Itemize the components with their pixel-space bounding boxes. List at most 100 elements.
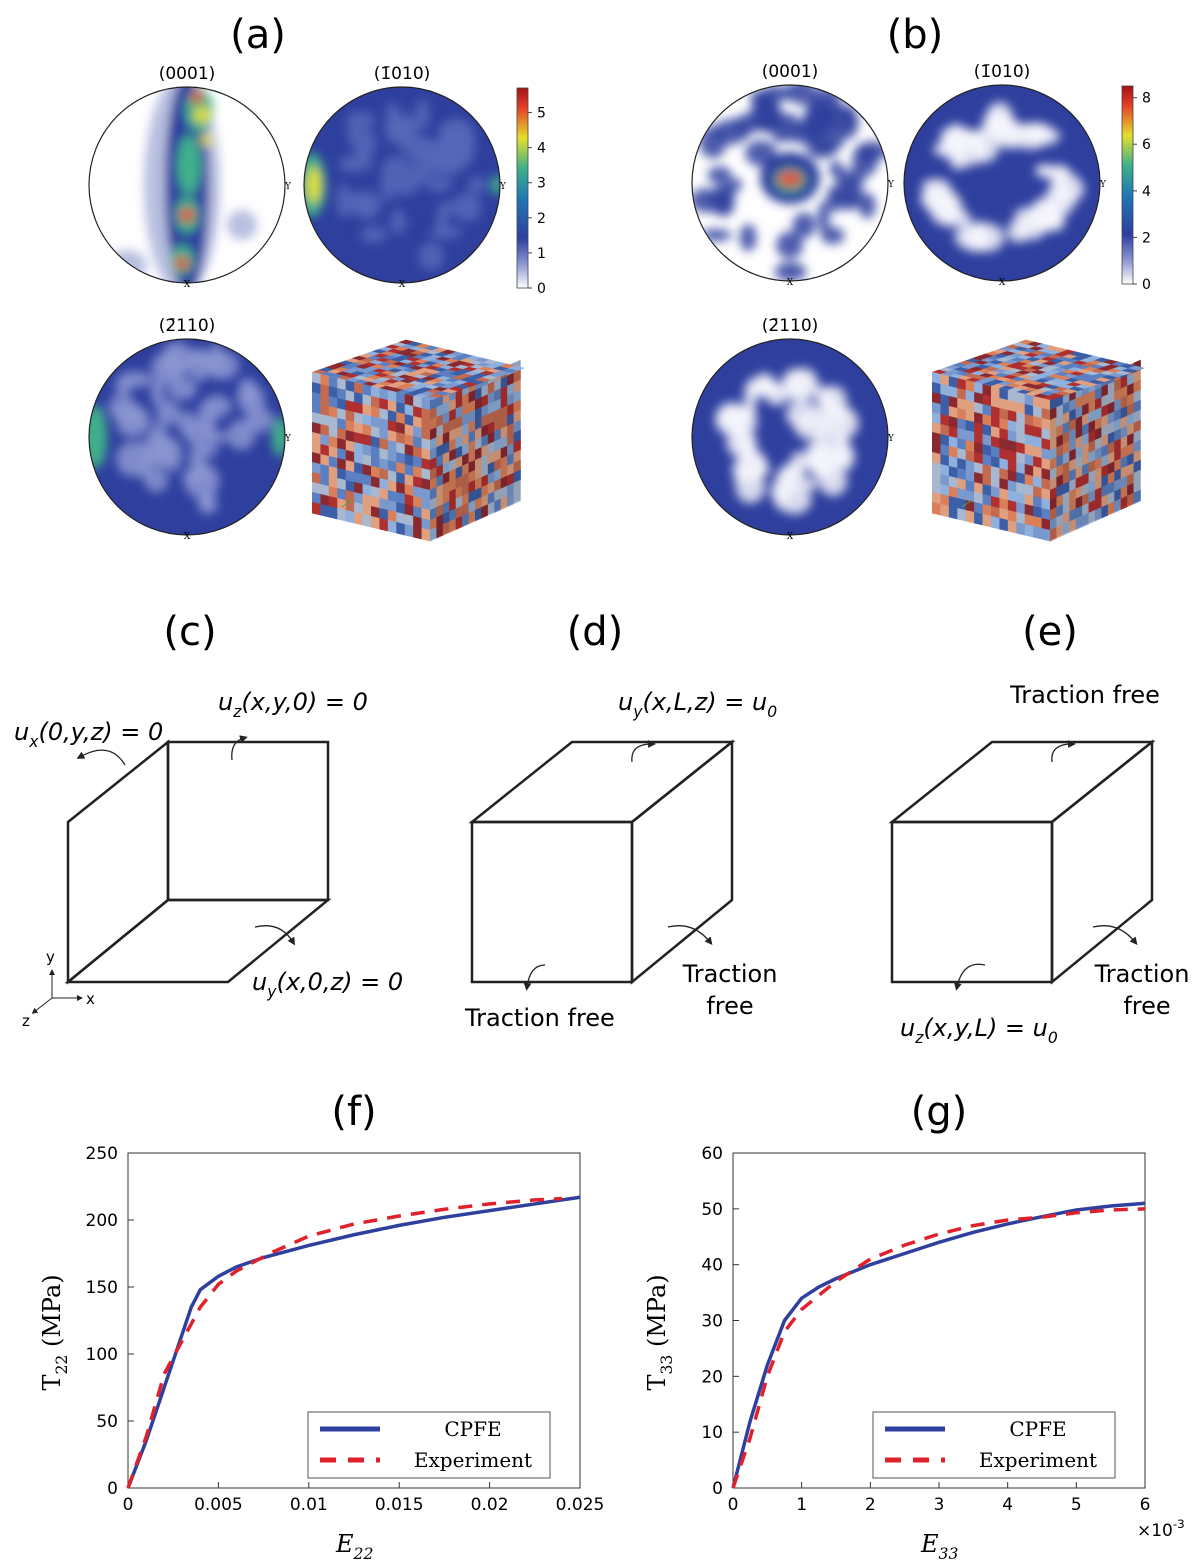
grain xyxy=(404,413,415,428)
grain xyxy=(957,377,967,392)
grain xyxy=(1127,365,1146,371)
bc-label: uy(x,0,z) = 0 xyxy=(252,968,403,1001)
grain xyxy=(345,429,356,444)
grain xyxy=(396,471,406,486)
grain xyxy=(932,421,942,436)
grain xyxy=(404,483,415,498)
texture-blob xyxy=(924,185,947,211)
texture-blob xyxy=(436,133,457,161)
pole-texture xyxy=(715,368,859,515)
grain xyxy=(932,372,942,386)
subscript: 33 xyxy=(939,1545,959,1562)
texture-blob xyxy=(778,172,802,186)
grain xyxy=(354,401,364,416)
pole-title: (0001) xyxy=(762,62,819,82)
grain xyxy=(345,509,356,524)
grain xyxy=(932,391,942,406)
grain xyxy=(421,457,432,472)
texture-blob xyxy=(818,404,840,418)
grain xyxy=(1133,489,1141,505)
colorbar-tick-label: 4 xyxy=(1142,184,1151,200)
grain xyxy=(999,427,1010,442)
grain xyxy=(999,487,1010,502)
grain xyxy=(362,493,373,508)
colorbar-tick-label: 5 xyxy=(537,106,546,122)
grain xyxy=(999,407,1010,422)
grain xyxy=(1041,467,1052,482)
y-axis-label: T22 (MPa) xyxy=(38,1274,71,1390)
y-tick-label: 250 xyxy=(86,1144,118,1164)
texture-blob xyxy=(114,379,132,395)
grain xyxy=(940,393,951,408)
grain xyxy=(328,475,339,490)
grain xyxy=(932,491,942,506)
grain xyxy=(1101,374,1119,380)
grain xyxy=(940,483,951,498)
grain xyxy=(932,481,942,496)
grain xyxy=(1107,501,1116,516)
texture-blob xyxy=(713,118,749,145)
pole-figure xyxy=(692,85,888,281)
chart-title: (f) xyxy=(331,1089,376,1135)
axis-letter: Y xyxy=(284,182,292,192)
texture-blob xyxy=(352,150,373,172)
grain xyxy=(320,483,331,498)
text-segment: u xyxy=(14,718,29,746)
grain xyxy=(379,407,390,422)
colorbar-tick-label: 4 xyxy=(537,141,546,157)
text-segment: (MPa) xyxy=(38,1274,66,1354)
grain xyxy=(430,526,438,542)
grain xyxy=(387,439,398,454)
texture-blob xyxy=(307,167,321,203)
grain xyxy=(999,437,1010,452)
texture-blob xyxy=(858,192,876,219)
grain xyxy=(320,463,331,478)
axis-letter: Y xyxy=(284,434,292,444)
grain xyxy=(1016,471,1026,486)
texture-blob xyxy=(973,223,1005,252)
panel-label: (a) xyxy=(230,12,286,58)
grain xyxy=(387,389,398,404)
texture-blob xyxy=(433,157,463,176)
grain xyxy=(940,383,951,398)
grain xyxy=(982,443,993,458)
grain xyxy=(328,395,339,410)
grain xyxy=(328,385,339,400)
y-tick-label: 40 xyxy=(701,1256,723,1276)
traction-label: Traction free xyxy=(464,1004,615,1032)
grain xyxy=(948,435,959,450)
grain xyxy=(991,456,1001,470)
grain xyxy=(940,413,951,428)
bc-label: uy(x,L,z) = u0 xyxy=(618,688,777,721)
grain xyxy=(337,487,347,502)
x-tick-label: 0.025 xyxy=(556,1495,605,1515)
grain xyxy=(434,390,453,396)
text-segment: (MPa) xyxy=(643,1274,671,1354)
colorbar-tick-label: 3 xyxy=(537,176,546,192)
colorbar-tick-label: 0 xyxy=(1142,277,1151,293)
texture-blob xyxy=(1035,164,1052,177)
text-segment: u xyxy=(618,688,633,716)
grain xyxy=(328,425,339,440)
grain xyxy=(965,469,976,484)
texture-blob xyxy=(753,453,766,471)
text-segment: (x,y,L) = u xyxy=(923,1014,1047,1042)
bc-label: ux(0,y,z) = 0 xyxy=(14,718,163,751)
grain xyxy=(932,451,942,466)
grain xyxy=(345,379,356,394)
grain xyxy=(974,411,984,426)
grain xyxy=(328,405,339,420)
legend-label: Experiment xyxy=(414,1448,532,1472)
texture-blob xyxy=(336,184,352,219)
text-segment: (x,y,0) = 0 xyxy=(241,688,367,716)
grain xyxy=(354,451,364,466)
pole-outline xyxy=(903,84,1101,282)
grain xyxy=(421,437,432,452)
pole-title: (2̄110) xyxy=(762,316,819,336)
text-segment: u xyxy=(218,688,233,716)
grain xyxy=(320,433,331,448)
grain xyxy=(932,431,942,446)
grain xyxy=(974,421,984,436)
texture-blob xyxy=(191,91,203,103)
